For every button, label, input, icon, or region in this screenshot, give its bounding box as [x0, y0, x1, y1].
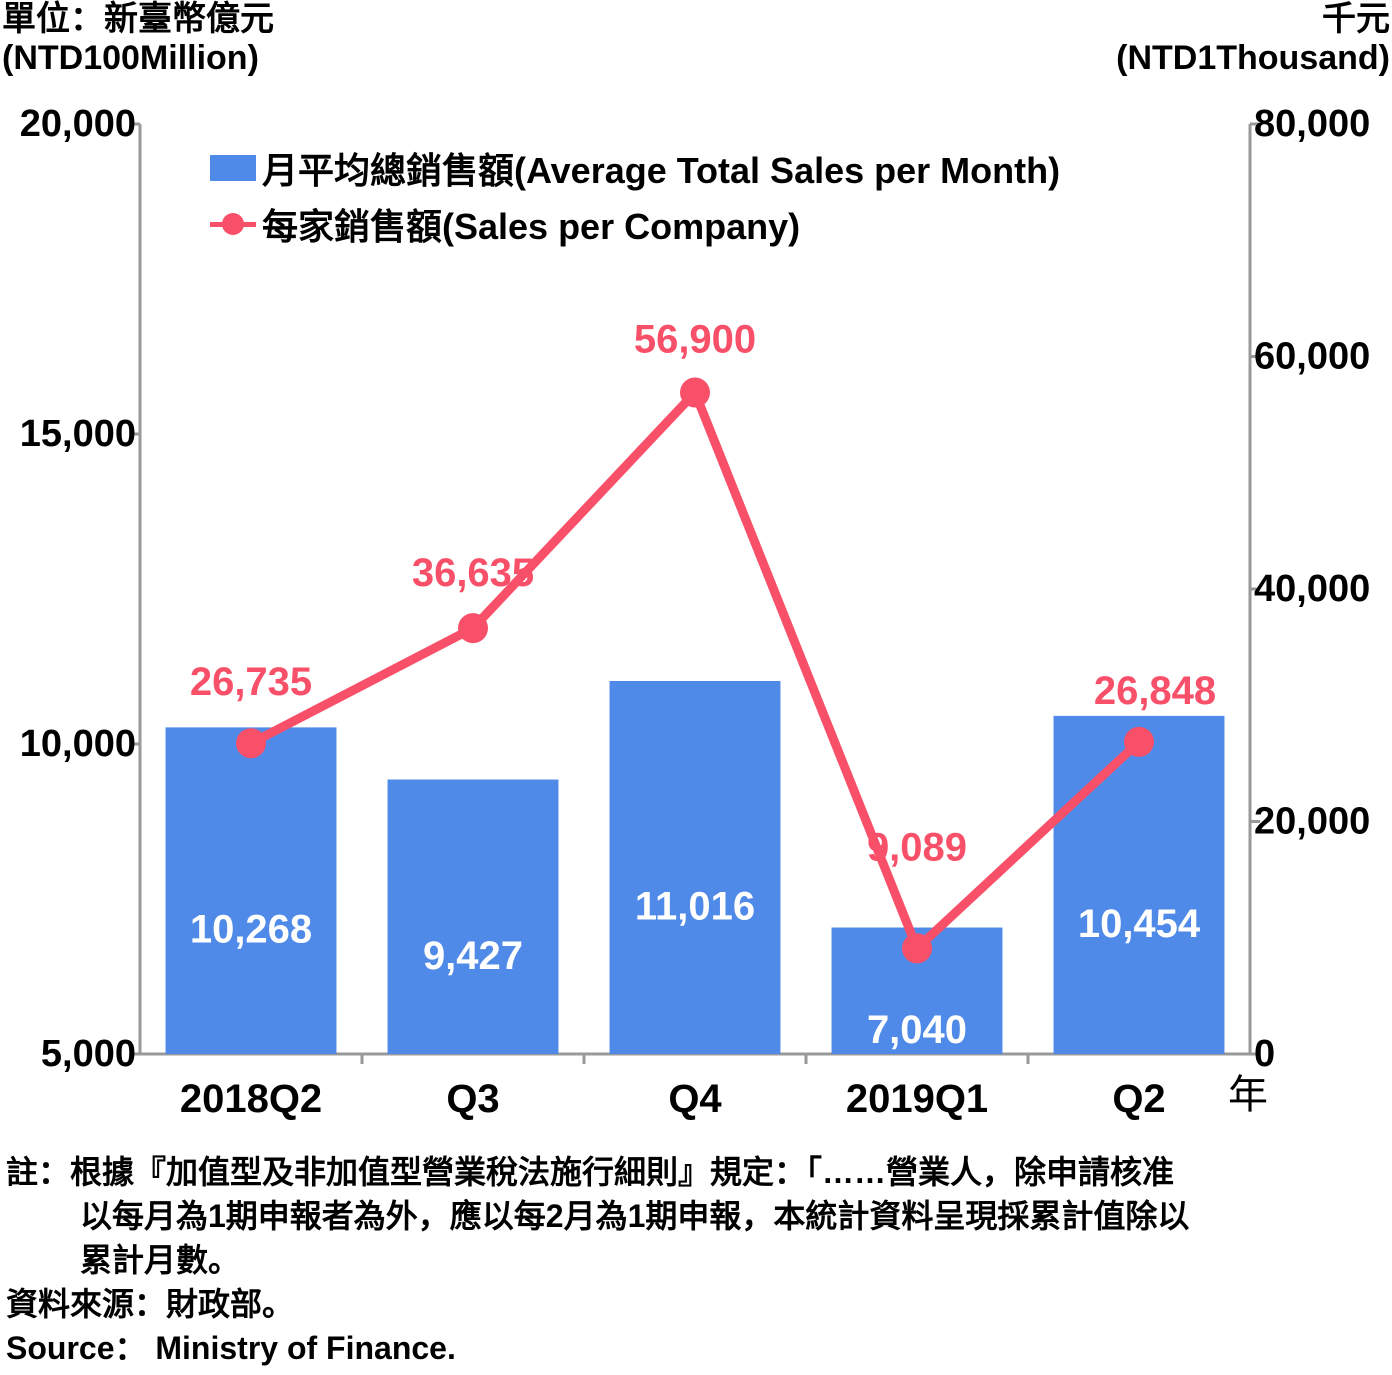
bar [387, 779, 559, 1054]
line-value-label: 36,635 [412, 551, 534, 595]
x-axis-tick-label: 2018Q2 [180, 1077, 322, 1121]
line-value-label: 26,848 [1094, 669, 1216, 713]
legend-bar-swatch [210, 155, 256, 181]
line-point [902, 933, 932, 964]
legend-item-line: 每家銷售額(Sales per Company) [210, 196, 1060, 252]
left-axis-tick-label: 5,000 [41, 1033, 136, 1075]
note-line-1: 註：根據『加值型及非加值型營業稅法施行細則』規定：「……營業人，除申請核准 [6, 1154, 1175, 1190]
left-axis-tick-label: 15,000 [20, 413, 136, 455]
left-axis-tick-label: 10,000 [20, 723, 136, 765]
bar [165, 727, 337, 1054]
line-value-label: 9,089 [867, 825, 967, 869]
bar-value-label: 10,454 [1078, 902, 1201, 946]
legend-bar-label: 月平均總銷售額(Average Total Sales per Month) [262, 150, 1061, 191]
line-point [1124, 726, 1154, 757]
note-line-3: 累計月數。 [80, 1242, 241, 1278]
x-axis-unit-label: 年 [1228, 1073, 1268, 1117]
right-axis-unit: 千元 (NTD1Thousand) [1116, 0, 1390, 78]
source-en: Source： Ministry of Finance. [6, 1330, 456, 1366]
right-axis-tick-label: 40,000 [1254, 568, 1370, 610]
combo-chart: 5,000 10,000 15,000 20,000 0 20,000 40,000 60,0… [20, 103, 1370, 1121]
right-axis-tick-label: 60,000 [1254, 336, 1370, 378]
right-axis-tick-label: 0 [1254, 1033, 1275, 1075]
source-zh: 資料來源：財政部。 [6, 1286, 295, 1322]
left-axis-unit-en: (NTD100Million) [2, 39, 259, 78]
legend: 月平均總銷售額(Average Total Sales per Month) 每… [210, 140, 1060, 252]
note-line-2: 以每月為1期申報者為外，應以每2月為1期申報，本統計資料呈現採累計值除以 [80, 1198, 1190, 1234]
bar [609, 681, 781, 1054]
left-axis-unit: 單位：新臺幣億元 (NTD100Million) [2, 0, 274, 78]
legend-item-bars: 月平均總銷售額(Average Total Sales per Month) [210, 140, 1060, 196]
bar-value-label: 10,268 [190, 908, 312, 952]
bar [1053, 715, 1225, 1054]
line-point [458, 613, 488, 644]
left-axis-tick-label: 20,000 [20, 103, 136, 145]
left-axis-unit-zh: 單位：新臺幣億元 [2, 0, 274, 38]
x-axis-tick-label: 2019Q1 [846, 1077, 988, 1121]
bar-value-label: 7,040 [867, 1008, 967, 1052]
line-value-label: 56,900 [634, 318, 756, 362]
legend-line-label: 每家銷售額(Sales per Company) [262, 206, 801, 247]
right-axis-tick-label: 20,000 [1254, 801, 1370, 843]
right-axis-unit-en: (NTD1Thousand) [1116, 39, 1390, 78]
right-axis-unit-zh: 千元 [1322, 0, 1390, 38]
bar-value-label: 11,016 [635, 885, 755, 929]
legend-line-marker [210, 211, 256, 237]
right-axis-tick-label: 80,000 [1254, 103, 1370, 145]
x-axis-tick-label: Q2 [1112, 1077, 1165, 1121]
x-axis-tick-label: Q3 [446, 1077, 499, 1121]
line-point [680, 377, 710, 408]
footnotes: 註：根據『加值型及非加值型營業稅法施行細則』規定：「……營業人，除申請核准 以每… [6, 1150, 1386, 1370]
line-point [236, 728, 266, 759]
line-value-label: 26,735 [190, 660, 312, 704]
x-axis-tick-label: Q4 [668, 1077, 722, 1121]
bar-value-label: 9,427 [423, 934, 523, 978]
